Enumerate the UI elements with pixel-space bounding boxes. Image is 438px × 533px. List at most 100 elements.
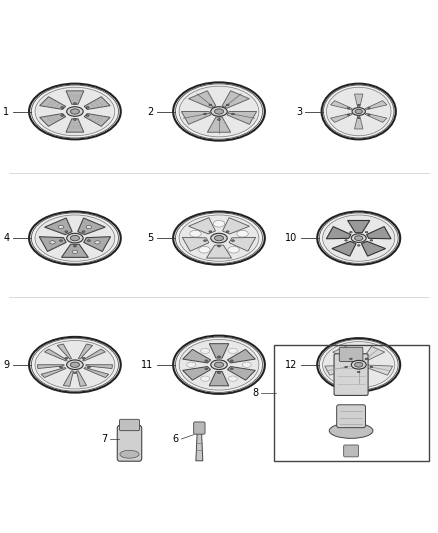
Ellipse shape <box>218 119 220 120</box>
Text: 12: 12 <box>285 360 297 370</box>
Ellipse shape <box>209 104 212 106</box>
Polygon shape <box>365 101 387 110</box>
Ellipse shape <box>74 372 76 374</box>
Ellipse shape <box>29 84 121 139</box>
Polygon shape <box>84 237 110 252</box>
Polygon shape <box>361 241 385 256</box>
Ellipse shape <box>357 372 360 373</box>
Ellipse shape <box>179 340 259 390</box>
Text: 9: 9 <box>4 360 10 370</box>
Polygon shape <box>207 117 231 132</box>
Polygon shape <box>209 372 229 386</box>
Polygon shape <box>209 344 229 358</box>
Ellipse shape <box>201 376 210 381</box>
Ellipse shape <box>65 231 68 232</box>
Ellipse shape <box>352 108 365 115</box>
Ellipse shape <box>218 356 220 358</box>
Ellipse shape <box>357 245 360 246</box>
Polygon shape <box>86 365 113 368</box>
Ellipse shape <box>323 215 395 261</box>
Ellipse shape <box>357 117 360 119</box>
Polygon shape <box>82 349 105 361</box>
Text: 10: 10 <box>285 233 297 243</box>
Ellipse shape <box>67 233 83 243</box>
Polygon shape <box>222 91 249 108</box>
Ellipse shape <box>231 240 234 241</box>
Polygon shape <box>181 111 211 124</box>
Ellipse shape <box>226 231 229 232</box>
Ellipse shape <box>237 230 248 237</box>
Polygon shape <box>325 365 351 375</box>
Ellipse shape <box>71 236 79 241</box>
Text: 8: 8 <box>252 388 258 398</box>
Ellipse shape <box>209 231 212 232</box>
Ellipse shape <box>323 342 395 388</box>
FancyBboxPatch shape <box>120 419 140 431</box>
Ellipse shape <box>71 362 79 367</box>
Ellipse shape <box>347 114 350 116</box>
Ellipse shape <box>201 348 210 353</box>
Ellipse shape <box>242 362 251 367</box>
Ellipse shape <box>370 366 373 368</box>
Polygon shape <box>362 346 385 361</box>
Ellipse shape <box>213 221 225 227</box>
Ellipse shape <box>205 368 208 369</box>
Ellipse shape <box>29 337 121 393</box>
Text: 6: 6 <box>173 434 179 444</box>
Polygon shape <box>189 217 215 234</box>
Ellipse shape <box>67 360 83 369</box>
Ellipse shape <box>204 113 207 115</box>
Ellipse shape <box>67 107 83 116</box>
Polygon shape <box>183 349 211 363</box>
Ellipse shape <box>95 241 100 244</box>
Ellipse shape <box>357 104 360 106</box>
Polygon shape <box>78 344 92 359</box>
Polygon shape <box>182 237 209 251</box>
Ellipse shape <box>215 109 223 114</box>
Ellipse shape <box>351 360 366 369</box>
Ellipse shape <box>179 86 259 137</box>
Ellipse shape <box>351 234 366 243</box>
Ellipse shape <box>347 108 350 109</box>
Ellipse shape <box>228 348 237 353</box>
Polygon shape <box>77 371 87 386</box>
Polygon shape <box>326 227 351 239</box>
Polygon shape <box>331 101 352 110</box>
Polygon shape <box>354 116 363 129</box>
Ellipse shape <box>35 215 115 261</box>
Polygon shape <box>66 119 84 132</box>
Polygon shape <box>84 114 110 126</box>
Polygon shape <box>367 227 391 239</box>
Ellipse shape <box>173 83 265 141</box>
Ellipse shape <box>317 338 400 391</box>
Polygon shape <box>45 218 72 235</box>
Ellipse shape <box>326 87 391 136</box>
Ellipse shape <box>86 115 89 116</box>
Ellipse shape <box>60 366 63 368</box>
Ellipse shape <box>355 109 362 114</box>
Polygon shape <box>331 114 352 123</box>
Text: 11: 11 <box>141 360 153 370</box>
FancyBboxPatch shape <box>339 348 363 361</box>
Ellipse shape <box>173 212 265 265</box>
Polygon shape <box>206 245 232 258</box>
Ellipse shape <box>60 240 63 241</box>
Ellipse shape <box>204 240 207 241</box>
Ellipse shape <box>345 366 347 368</box>
Ellipse shape <box>187 362 196 367</box>
Polygon shape <box>40 114 66 126</box>
Ellipse shape <box>218 372 220 374</box>
Ellipse shape <box>215 362 223 367</box>
Ellipse shape <box>215 236 223 241</box>
Ellipse shape <box>82 358 85 359</box>
Polygon shape <box>348 221 370 233</box>
Polygon shape <box>332 241 356 256</box>
Ellipse shape <box>230 368 233 369</box>
Ellipse shape <box>190 230 201 237</box>
Ellipse shape <box>355 362 363 367</box>
Ellipse shape <box>211 360 227 369</box>
Ellipse shape <box>226 104 229 106</box>
Polygon shape <box>367 365 392 375</box>
Ellipse shape <box>317 212 400 265</box>
Ellipse shape <box>355 236 363 240</box>
